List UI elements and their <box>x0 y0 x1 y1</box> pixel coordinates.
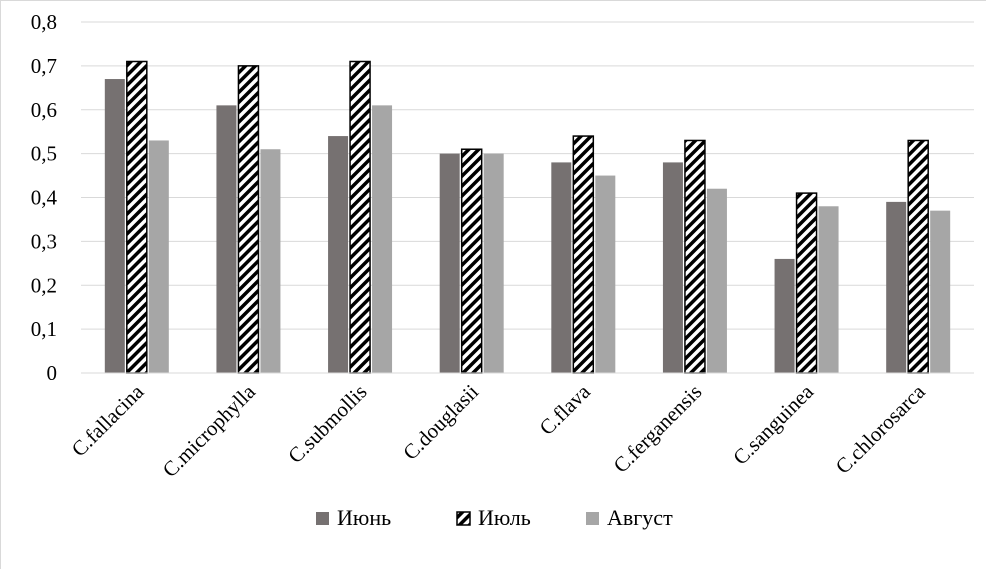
y-tick-label: 0,1 <box>31 317 57 341</box>
y-tick-label: 0,8 <box>31 10 57 34</box>
legend-swatch <box>456 511 471 526</box>
bar-july-cdouglasii <box>460 148 483 374</box>
legend-label: Июль <box>478 505 531 530</box>
x-tick-label: C.flava <box>535 379 596 440</box>
x-tick-label: C.sanguinea <box>728 379 818 469</box>
bar-june-cferganensis <box>662 162 683 373</box>
bar-july-cferganensis <box>684 139 706 374</box>
x-tick-label: C.fallacina <box>67 379 149 461</box>
legend-label: Июнь <box>337 505 391 530</box>
bar-july-csubmollis <box>349 60 371 374</box>
bar-june-cdouglasii <box>439 153 460 373</box>
bar-june-csanguinea <box>774 258 795 373</box>
y-axis: 0 0,1 0,2 0,3 0,4 0,5 0,6 0,7 0,8 <box>31 10 58 385</box>
bar-august-cferganensis <box>706 188 727 373</box>
x-axis: C.fallacina C.microphylla C.submollis C.dou… <box>67 372 974 482</box>
y-tick-label: 0,3 <box>31 229 57 253</box>
gridlines <box>81 21 974 330</box>
bar-july-cmicrophylla <box>237 65 260 374</box>
x-tick-label: C.submollis <box>283 380 371 468</box>
x-tick-label: C.microphylla <box>158 379 261 482</box>
bar-august-csanguinea <box>818 206 839 373</box>
x-tick-label: C.ferganensis <box>609 380 707 478</box>
legend: Июнь Июль Август <box>316 505 673 530</box>
bar-july-cfallacina <box>126 60 148 374</box>
bar-july-csanguinea <box>795 192 818 374</box>
bar-august-cchlorosarca <box>930 210 951 373</box>
legend-swatch <box>316 512 329 525</box>
y-tick-label: 0,5 <box>31 142 57 166</box>
bar-june-csubmollis <box>328 136 349 373</box>
y-tick-label: 0,2 <box>31 273 57 297</box>
bar-june-cfallacina <box>104 79 125 373</box>
bar-august-cmicrophylla <box>260 149 281 373</box>
legend-swatch <box>586 512 599 525</box>
bar-june-cmicrophylla <box>216 105 237 374</box>
y-tick-label: 0,4 <box>31 186 58 210</box>
y-tick-label: 0,6 <box>31 98 57 122</box>
y-tick-label: 0 <box>47 361 58 385</box>
bar-august-cdouglasii <box>483 153 504 373</box>
y-tick-label: 0,7 <box>31 54 57 78</box>
bar-june-cflava <box>551 162 572 373</box>
x-tick-label: C.chlorosarca <box>831 379 930 478</box>
bar-august-cfallacina <box>148 140 169 373</box>
bars <box>104 60 951 374</box>
bar-august-csubmollis <box>372 105 393 374</box>
bar-june-cchlorosarca <box>886 201 907 373</box>
legend-label: Август <box>607 505 673 530</box>
bar-august-cflava <box>595 175 616 373</box>
x-tick-label: C.douglasii <box>398 379 483 464</box>
bar-july-cchlorosarca <box>907 139 929 374</box>
bar-july-cflava <box>572 135 595 374</box>
